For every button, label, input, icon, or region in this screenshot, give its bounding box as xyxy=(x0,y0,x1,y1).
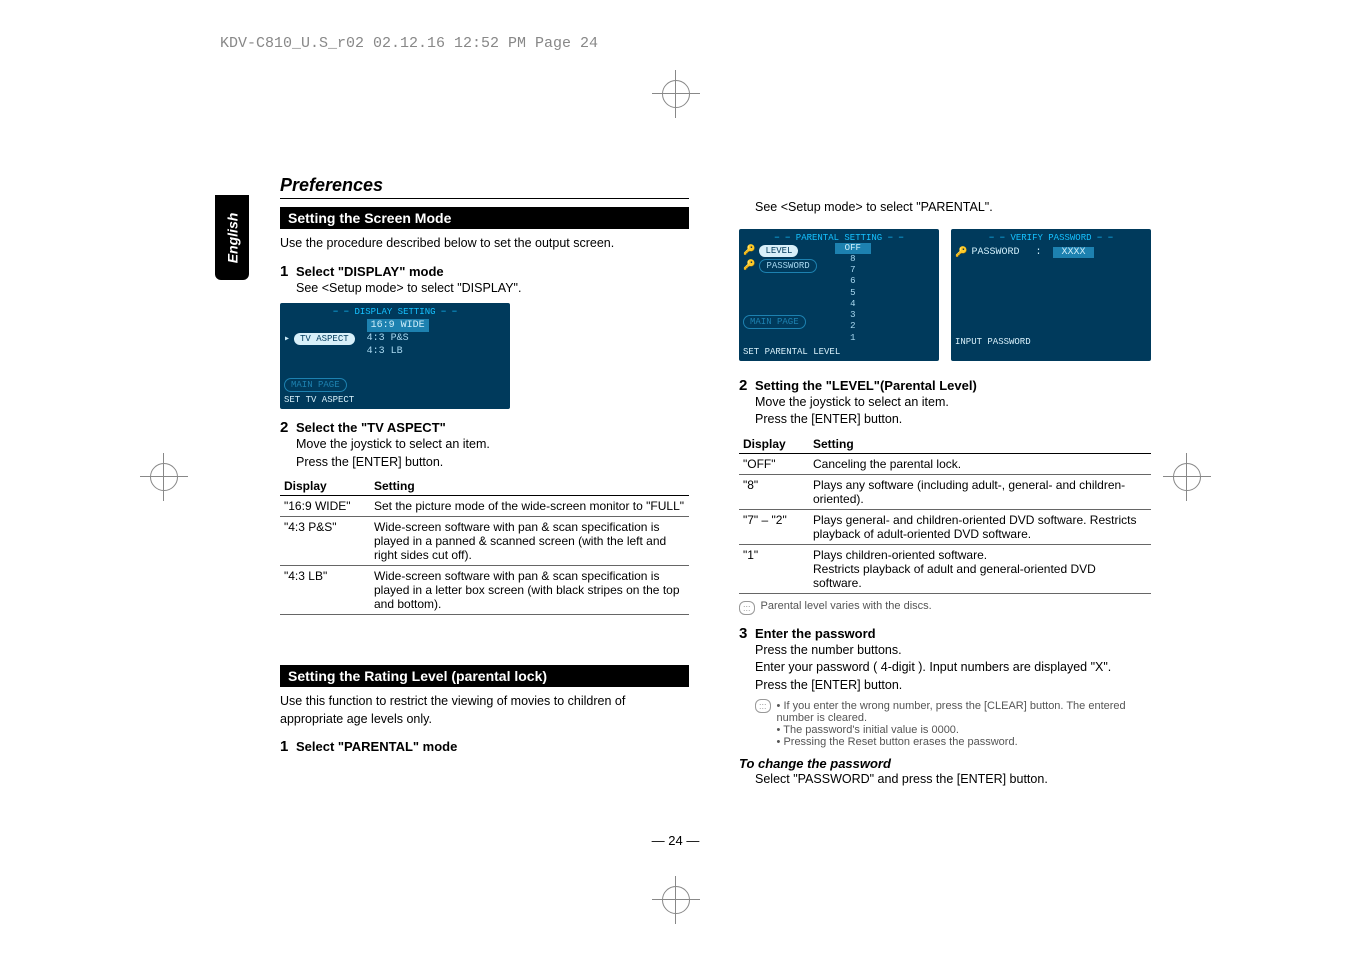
step-line: Enter your password ( 4-digit ). Input n… xyxy=(755,659,1151,677)
level-num: 1 xyxy=(835,333,871,344)
option-selected: 16:9 WIDE xyxy=(367,319,429,332)
table-row: "8"Plays any software (including adult-,… xyxy=(739,474,1151,509)
step-line: Press the [ENTER] button. xyxy=(296,454,689,472)
page-number: — 24 — xyxy=(652,833,700,848)
intro-rating-level: Use this function to restrict the viewin… xyxy=(280,693,689,728)
crop-mark-bottom xyxy=(662,886,690,914)
step-3-enter-password: 3 Enter the password Press the number bu… xyxy=(739,625,1151,749)
main-page-pill: MAIN PAGE xyxy=(284,378,347,392)
note-icon: ::: xyxy=(739,601,755,615)
bullet: Pressing the Reset button erases the pas… xyxy=(777,736,1151,748)
level-num: 3 xyxy=(835,310,871,321)
step-1-display-mode: 1 Select "DISPLAY" mode See <Setup mode>… xyxy=(280,263,689,410)
step-number: 2 xyxy=(280,419,288,436)
change-password-line: Select "PASSWORD" and press the [ENTER] … xyxy=(755,771,1151,789)
step-title: Setting the "LEVEL"(Parental Level) xyxy=(755,378,977,393)
display-setting-screen: − − DISPLAY SETTING − − ▸ TV ASPECT 16:9… xyxy=(280,303,510,409)
subheading-change-password: To change the password xyxy=(739,756,1151,771)
screen-footer: SET TV ASPECT xyxy=(284,395,506,405)
tv-aspect-pill: TV ASPECT xyxy=(294,333,355,345)
level-num: 7 xyxy=(835,265,871,276)
left-column: Preferences Setting the Screen Mode Use … xyxy=(280,175,689,789)
note-icon: ::: xyxy=(755,699,771,713)
table-row: "4:3 P&S"Wide-screen software with pan &… xyxy=(280,517,689,566)
step-number: 3 xyxy=(739,625,747,642)
page-content: Preferences Setting the Screen Mode Use … xyxy=(280,175,1151,789)
step-title: Enter the password xyxy=(755,626,876,641)
step-line: Press the [ENTER] button. xyxy=(755,411,1151,429)
screen-row: ▸ TV ASPECT 16:9 WIDE 4:3 P&S 4:3 LB xyxy=(284,319,506,358)
step-body: See <Setup mode> to select "DISPLAY". xyxy=(296,280,689,298)
tv-aspect-table: Display Setting "16:9 WIDE"Set the pictu… xyxy=(280,477,689,615)
verify-password-screen: − − VERIFY PASSWORD − − 🔑 PASSWORD : XXX… xyxy=(951,229,1151,361)
col-header-display: Display xyxy=(280,477,370,496)
language-tab-label: English xyxy=(224,212,240,263)
option: 4:3 LB xyxy=(367,345,429,358)
level-pill: LEVEL xyxy=(759,245,798,257)
screen-title: − − VERIFY PASSWORD − − xyxy=(955,233,1147,243)
step-line: Press the [ENTER] button. xyxy=(755,677,1151,695)
step-title: Select "DISPLAY" mode xyxy=(296,264,444,279)
step-title: Select "PARENTAL" mode xyxy=(296,739,457,754)
step-number: 1 xyxy=(280,738,288,755)
file-header-text: KDV-C810_U.S_r02 02.12.16 12:52 PM Page … xyxy=(220,35,598,52)
step-2-tv-aspect: 2 Select the "TV ASPECT" Move the joysti… xyxy=(280,419,689,615)
step-line: Move the joystick to select an item. xyxy=(296,436,689,454)
step-number: 1 xyxy=(280,263,288,280)
col-header-setting: Setting xyxy=(370,477,689,496)
crop-mark-left xyxy=(150,463,178,491)
bullet: The password's initial value is 0000. xyxy=(777,724,1151,736)
right-column: See <Setup mode> to select "PARENTAL". −… xyxy=(739,175,1151,789)
table-row: "16:9 WIDE"Set the picture mode of the w… xyxy=(280,496,689,517)
level-num: 6 xyxy=(835,276,871,287)
level-num: 4 xyxy=(835,299,871,310)
level-num: 5 xyxy=(835,288,871,299)
heading-rating-level: Setting the Rating Level (parental lock) xyxy=(280,665,689,687)
note-parental-varies: ::: Parental level varies with the discs… xyxy=(739,600,1151,615)
step-number: 2 xyxy=(739,377,747,394)
step-line: Press the number buttons. xyxy=(755,642,1151,660)
parental-screens-row: − − PARENTAL SETTING − − 🔑LEVEL 🔑PASSWOR… xyxy=(739,223,1151,367)
parental-setting-screen: − − PARENTAL SETTING − − 🔑LEVEL 🔑PASSWOR… xyxy=(739,229,939,361)
level-num: 8 xyxy=(835,254,871,265)
screen-title: − − PARENTAL SETTING − − xyxy=(743,233,935,243)
intro-screen-mode: Use the procedure described below to set… xyxy=(280,235,689,253)
step-title: Select the "TV ASPECT" xyxy=(296,420,446,435)
option: 4:3 P&S xyxy=(367,332,429,345)
section-title: Preferences xyxy=(280,175,689,199)
heading-screen-mode: Setting the Screen Mode xyxy=(280,207,689,229)
note-text: Parental level varies with the discs. xyxy=(761,600,932,612)
step-2-level: 2 Setting the "LEVEL"(Parental Level) Mo… xyxy=(739,377,1151,615)
intro-parental: See <Setup mode> to select "PARENTAL". xyxy=(755,199,1151,217)
password-pill: PASSWORD xyxy=(759,259,816,273)
screen-footer: SET PARENTAL LEVEL xyxy=(743,347,935,357)
crop-mark-right xyxy=(1173,463,1201,491)
table-row: "4:3 LB"Wide-screen software with pan & … xyxy=(280,566,689,615)
parental-level-table: Display Setting "OFF"Canceling the paren… xyxy=(739,435,1151,594)
table-row: "OFF"Canceling the parental lock. xyxy=(739,453,1151,474)
bullet: If you enter the wrong number, press the… xyxy=(777,700,1151,724)
crop-mark-top xyxy=(662,80,690,108)
password-label: PASSWORD xyxy=(971,247,1019,258)
step-1-parental-mode: 1 Select "PARENTAL" mode xyxy=(280,738,689,755)
table-row: "7" – "2"Plays general- and children-ori… xyxy=(739,509,1151,544)
main-page-pill: MAIN PAGE xyxy=(743,315,806,329)
screen-footer: INPUT PASSWORD xyxy=(955,337,1147,347)
col-header-setting: Setting xyxy=(809,435,1151,454)
step-line: Move the joystick to select an item. xyxy=(755,394,1151,412)
language-tab: English xyxy=(215,195,249,280)
password-value: XXXX xyxy=(1053,247,1093,258)
level-off-selected: OFF xyxy=(835,243,871,254)
col-header-display: Display xyxy=(739,435,809,454)
level-num: 2 xyxy=(835,321,871,332)
password-notes-list: If you enter the wrong number, press the… xyxy=(777,700,1151,748)
screen-title: − − DISPLAY SETTING − − xyxy=(284,307,506,317)
table-row: "1"Plays children-oriented software. Res… xyxy=(739,544,1151,593)
